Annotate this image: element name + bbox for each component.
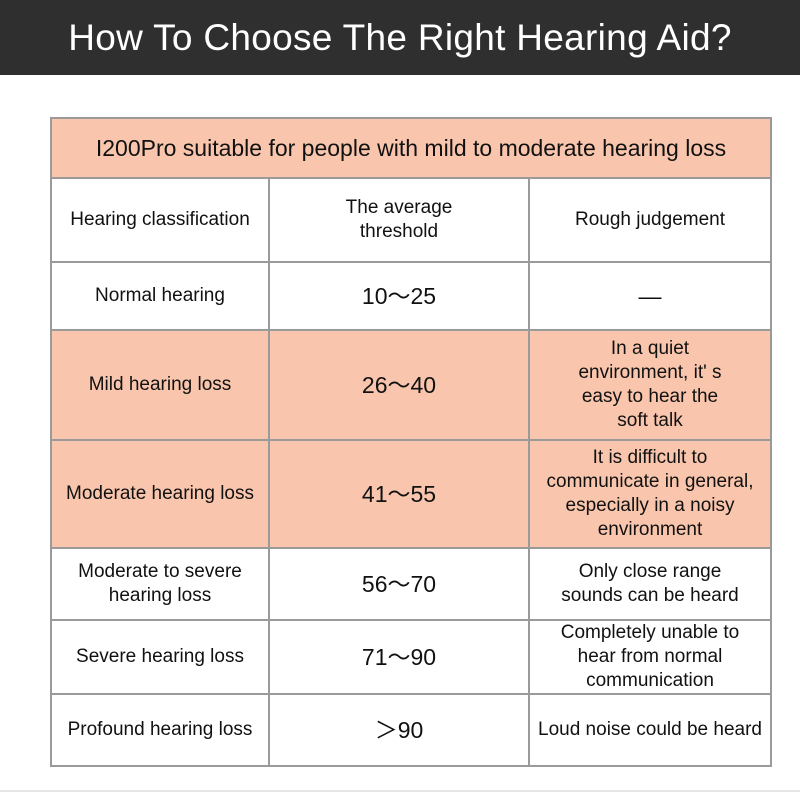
classification-cell: Moderate to severe hearing loss <box>50 547 270 621</box>
table-row: Normal hearing 10～25 — <box>50 261 772 331</box>
table-row: Profound hearing loss ＞90 Loud noise cou… <box>50 693 772 767</box>
header-bar: How To Choose The Right Hearing Aid? <box>0 0 800 75</box>
table-title-row: I200Pro suitable for people with mild to… <box>50 117 772 179</box>
table-row: Severe hearing loss 71～90 Completely una… <box>50 619 772 695</box>
column-header: Hearing classification <box>50 177 270 263</box>
judgement-cell: Loud noise could be heard <box>528 693 772 767</box>
column-header: Rough judgement <box>528 177 772 263</box>
threshold-cell: 71～90 <box>268 619 530 695</box>
column-header: The average threshold <box>268 177 530 263</box>
table-header-row: Hearing classification The average thres… <box>50 177 772 263</box>
judgement-cell: Only close range sounds can be heard <box>528 547 772 621</box>
hearing-classification-table: I200Pro suitable for people with mild to… <box>50 117 772 767</box>
classification-cell: Normal hearing <box>50 261 270 331</box>
classification-cell: Severe hearing loss <box>50 619 270 695</box>
page-title: How To Choose The Right Hearing Aid? <box>68 16 732 58</box>
threshold-cell: 10～25 <box>268 261 530 331</box>
bottom-divider <box>0 790 800 792</box>
threshold-cell: ＞90 <box>268 693 530 767</box>
threshold-cell: 26～40 <box>268 329 530 441</box>
table-title: I200Pro suitable for people with mild to… <box>50 117 772 179</box>
judgement-cell: Completely unable to hear from normal co… <box>528 619 772 695</box>
classification-cell: Mild hearing loss <box>50 329 270 441</box>
judgement-cell: In a quiet environment, it' s easy to he… <box>528 329 772 441</box>
judgement-cell: — <box>528 261 772 331</box>
classification-cell: Profound hearing loss <box>50 693 270 767</box>
table-row: Moderate hearing loss 41～55 It is diffic… <box>50 439 772 549</box>
table-row: Moderate to severe hearing loss 56～70 On… <box>50 547 772 621</box>
classification-cell: Moderate hearing loss <box>50 439 270 549</box>
threshold-cell: 41～55 <box>268 439 530 549</box>
judgement-cell: It is difficult to communicate in genera… <box>528 439 772 549</box>
table-row: Mild hearing loss 26～40 In a quiet envir… <box>50 329 772 441</box>
threshold-cell: 56～70 <box>268 547 530 621</box>
